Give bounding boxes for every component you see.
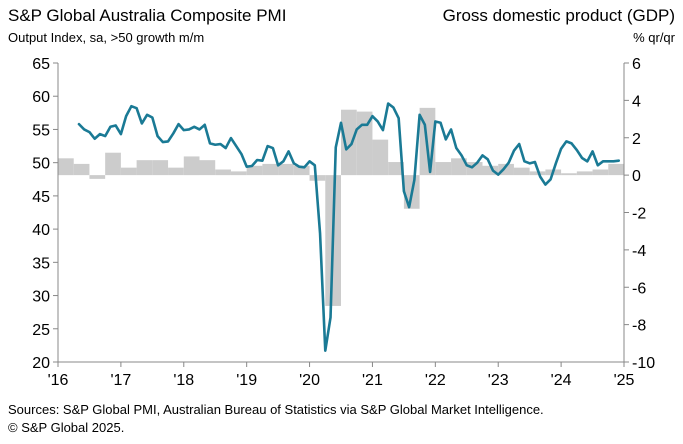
x-tick-label: '20: [299, 372, 320, 389]
chart-title-left: S&P Global Australia Composite PMI: [8, 6, 287, 25]
pmi-line-layer: [77, 102, 621, 353]
gdp-bar: [466, 162, 483, 176]
gdp-bar: [388, 162, 404, 176]
gdp-bar: [513, 167, 530, 176]
gdp-bar: [529, 171, 546, 176]
x-tick-label: '17: [110, 372, 131, 389]
chart-subtitle-left: Output Index, sa, >50 growth m/m: [8, 30, 205, 45]
gdp-bar: [576, 171, 593, 176]
source-note: Sources: S&P Global PMI, Australian Bure…: [8, 402, 544, 417]
gdp-bar: [482, 165, 499, 176]
left-tick-label: 25: [32, 322, 50, 339]
x-tick-label: '21: [362, 372, 383, 389]
right-tick-label: -4: [632, 243, 646, 260]
gdp-bar: [136, 160, 153, 176]
left-tick-label: 50: [32, 156, 50, 173]
pmi-line: [77, 102, 621, 353]
gdp-bar: [278, 163, 294, 176]
left-tick-label: 65: [32, 56, 50, 73]
right-tick-label: 4: [632, 93, 641, 110]
left-tick-label: 45: [32, 189, 50, 206]
gdp-bar: [341, 109, 357, 176]
gdp-bar: [215, 169, 231, 176]
x-tick-label: '19: [236, 372, 257, 389]
chart-subtitle-right: % qr/qr: [633, 30, 675, 45]
gdp-bar: [230, 171, 247, 176]
left-tick-label: 60: [32, 89, 50, 106]
gdp-bar: [58, 158, 74, 176]
copyright-note: © S&P Global 2025.: [8, 420, 125, 435]
gdp-bar: [608, 163, 624, 176]
gdp-bar: [246, 165, 263, 176]
right-tick-label: -10: [632, 355, 655, 372]
gdp-bar: [592, 169, 609, 176]
gdp-bar: [120, 167, 137, 176]
gdp-bar: [89, 175, 106, 179]
right-tick-label: 2: [632, 131, 641, 148]
axes: 20 25 30 35 40 45 50 55 60 65 -10 -8 -6 -4 -2 0 2 4 6 '16 '1…: [32, 56, 655, 389]
chart-title-right: Gross domestic product (GDP): [442, 6, 675, 25]
gdp-bar: [105, 152, 121, 176]
left-tick-label: 55: [32, 122, 50, 139]
x-tick-label: '23: [488, 372, 509, 389]
right-tick-label: -8: [632, 318, 646, 335]
x-tick-label: '16: [48, 372, 69, 389]
right-tick-label: 0: [632, 168, 641, 185]
gdp-bar: [372, 139, 389, 176]
gdp-bar: [183, 156, 200, 176]
right-tick-label: -2: [632, 206, 646, 223]
left-tick-label: 20: [32, 355, 50, 372]
left-tick-label: 30: [32, 289, 50, 306]
gdp-bars: [58, 107, 624, 306]
gdp-bar: [73, 163, 90, 176]
right-tick-label: -6: [632, 280, 646, 297]
left-tick-label: 35: [32, 255, 50, 272]
gdp-bar: [498, 163, 514, 176]
gdp-bar: [199, 160, 216, 176]
gdp-bar: [561, 173, 577, 176]
gdp-bar: [168, 167, 184, 176]
x-tick-label: '22: [425, 372, 446, 389]
x-tick-label: '25: [614, 372, 635, 389]
gdp-bar: [435, 162, 452, 176]
gdp-bar: [451, 158, 467, 176]
right-tick-label: 6: [632, 56, 641, 73]
gdp-bar: [309, 175, 326, 181]
gdp-bar: [262, 163, 279, 176]
x-tick-label: '18: [173, 372, 194, 389]
x-tick-label: '24: [551, 372, 572, 389]
gdp-bar: [293, 165, 310, 176]
gdp-bar: [152, 160, 169, 176]
left-tick-label: 40: [32, 222, 50, 239]
